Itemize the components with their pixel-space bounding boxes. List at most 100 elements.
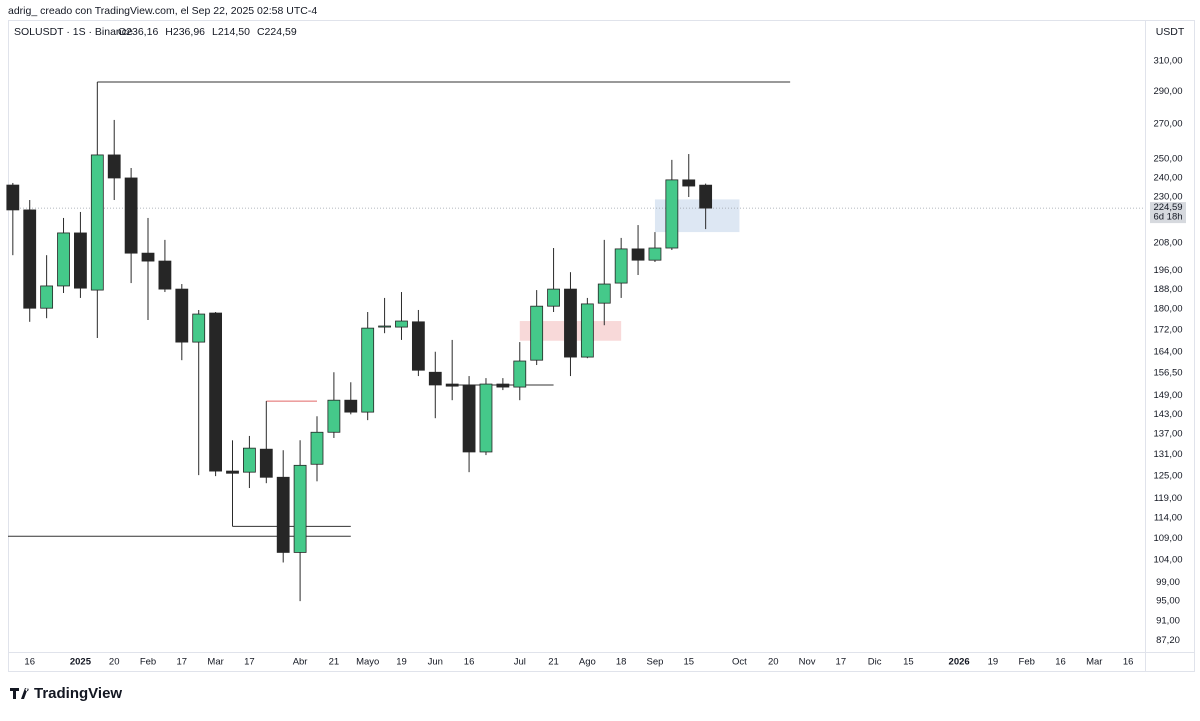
x-tick-label: 16 xyxy=(24,657,35,668)
chart-frame xyxy=(8,20,1195,672)
candle xyxy=(226,440,239,527)
candle-body xyxy=(513,360,527,388)
candle-body xyxy=(445,383,459,387)
candle xyxy=(57,217,70,294)
y-tick-label: 137,00 xyxy=(1153,428,1182,439)
x-tick-label: 20 xyxy=(109,657,120,668)
y-tick-label: 149,00 xyxy=(1153,390,1182,401)
candle-body xyxy=(23,209,37,309)
x-tick-label: Mayo xyxy=(356,657,379,668)
candle xyxy=(276,450,290,563)
candle xyxy=(293,440,307,602)
candle xyxy=(327,372,341,438)
countdown-label: 6d 18h xyxy=(1153,212,1182,223)
ohlc-label: C224,59 xyxy=(257,26,297,38)
candle xyxy=(445,339,459,401)
x-tick-label: Feb xyxy=(1019,657,1035,668)
x-tick-label: 21 xyxy=(329,657,340,668)
currency: USDT xyxy=(1156,26,1185,38)
candle xyxy=(395,292,408,340)
x-tick-label: Jul xyxy=(514,657,526,668)
y-tick-label: 156,50 xyxy=(1153,368,1182,379)
candle-body xyxy=(462,384,476,453)
x-tick-label: 18 xyxy=(616,657,627,668)
x-tick-label: Dic xyxy=(868,657,882,668)
x-tick-label: Feb xyxy=(140,657,156,668)
candle xyxy=(243,435,256,489)
y-tick-label: 87,20 xyxy=(1156,635,1180,646)
y-tick-label: 164,00 xyxy=(1153,346,1182,357)
caption: adrig_ creado con TradingView.com, el Se… xyxy=(8,5,317,17)
candle xyxy=(530,290,544,366)
candle xyxy=(192,309,206,476)
last-price-label: 224,59 xyxy=(1153,202,1182,213)
candle xyxy=(513,342,527,401)
x-tick-label: 21 xyxy=(548,657,559,668)
y-tick-label: 310,00 xyxy=(1153,55,1182,66)
last-price-tag xyxy=(1150,202,1186,224)
candle-body xyxy=(597,283,611,304)
candle xyxy=(158,239,172,293)
y-tick-label: 208,00 xyxy=(1153,238,1182,249)
x-tick-label: Ago xyxy=(579,657,596,668)
y-tick-label: 114,00 xyxy=(1154,512,1182,523)
x-tick-label: Mar xyxy=(207,657,223,668)
candle-body xyxy=(547,288,560,307)
candle xyxy=(597,239,611,326)
candle-body xyxy=(665,179,679,249)
candle-body xyxy=(57,232,70,287)
candle-body xyxy=(310,431,324,465)
candle xyxy=(175,284,189,361)
y-tick-label: 131,00 xyxy=(1153,449,1182,460)
x-tick-label: 2026 xyxy=(949,657,970,668)
x-tick-label: Nov xyxy=(799,657,816,668)
candle-body xyxy=(580,303,594,358)
candle xyxy=(682,154,696,198)
x-tick-label: Mar xyxy=(1086,657,1102,668)
candle xyxy=(479,378,493,456)
x-tick-label: Abr xyxy=(293,657,308,668)
candle-body xyxy=(6,184,20,211)
candle xyxy=(428,351,442,419)
candle-body xyxy=(344,399,358,413)
candle-body xyxy=(699,184,713,209)
candle xyxy=(141,217,155,321)
candle xyxy=(90,81,104,339)
ohlc-label: L214,50 xyxy=(212,26,250,38)
candle xyxy=(378,297,391,334)
candle xyxy=(648,232,662,262)
y-tick-label: 290,00 xyxy=(1153,86,1182,97)
candle-body xyxy=(496,383,510,388)
candle-body xyxy=(124,177,138,254)
candle xyxy=(344,382,358,415)
symbol: SOLUSDT · 1S · Binance xyxy=(14,26,133,38)
candle-body xyxy=(361,327,375,413)
candle-body xyxy=(682,179,696,187)
y-tick-label: 143,00 xyxy=(1153,409,1182,420)
candle xyxy=(665,159,679,251)
y-tick-label: 270,00 xyxy=(1153,118,1182,129)
candle xyxy=(699,183,713,230)
candle-body xyxy=(209,312,223,472)
y-tick-label: 240,00 xyxy=(1153,172,1182,183)
y-tick-label: 119,00 xyxy=(1154,493,1182,504)
candle-body xyxy=(40,285,54,309)
candle-body xyxy=(614,248,628,284)
x-tick-label: Oct xyxy=(732,657,747,668)
candle xyxy=(40,255,54,319)
candle-body xyxy=(276,476,290,553)
x-tick-label: 15 xyxy=(903,657,914,668)
y-tick-label: 172,00 xyxy=(1153,324,1182,335)
x-tick-label: 16 xyxy=(1055,657,1066,668)
x-tick-label: 15 xyxy=(683,657,694,668)
y-tick-label: 104,00 xyxy=(1153,554,1182,565)
y-tick-label: 99,00 xyxy=(1156,577,1180,588)
candle-body xyxy=(479,383,493,453)
y-tick-label: 95,00 xyxy=(1156,596,1180,607)
x-tick-label: Jun xyxy=(428,657,443,668)
x-tick-label: 17 xyxy=(244,657,255,668)
brand-icon xyxy=(10,688,29,699)
